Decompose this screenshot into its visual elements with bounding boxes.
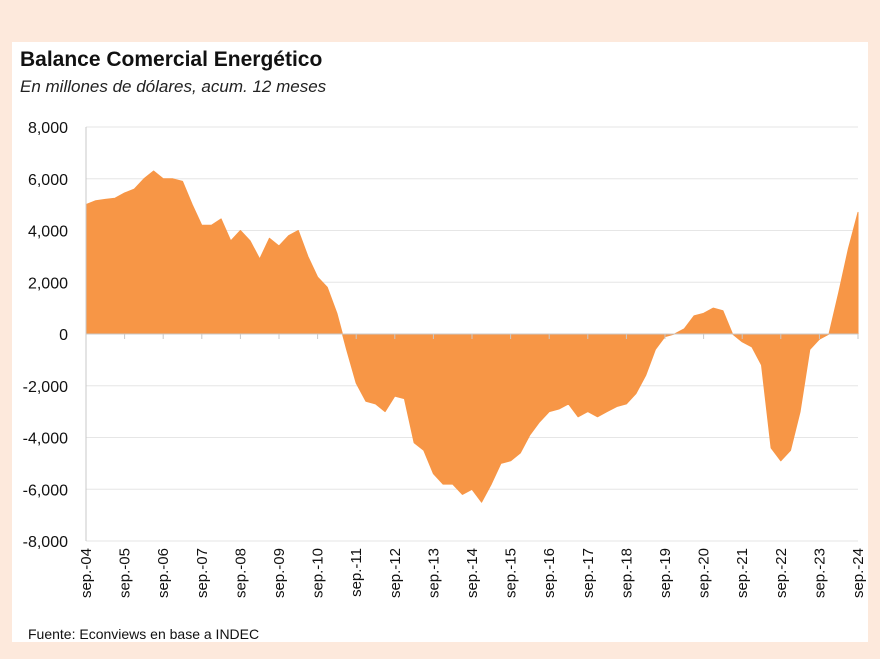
x-tick-label: sep.-13: [425, 548, 442, 598]
y-tick-label: -8,000: [23, 534, 68, 551]
y-tick-label: -6,000: [23, 482, 68, 499]
y-tick-label: 8,000: [28, 120, 68, 137]
x-tick-label: sep.-12: [387, 548, 404, 598]
x-tick-label: sep.-10: [310, 548, 327, 598]
x-tick-label: sep.-11: [348, 548, 365, 597]
x-tick-label: sep.-04: [78, 548, 95, 598]
x-tick-label: sep.-17: [580, 548, 597, 598]
x-tick-label: sep.-09: [271, 548, 288, 598]
y-tick-label: -4,000: [23, 431, 68, 448]
x-tick-label: sep.-21: [734, 548, 751, 598]
chart-title: Balance Comercial Energético: [20, 48, 323, 71]
x-tick-label: sep.-20: [696, 548, 713, 598]
x-tick-label: sep.-15: [503, 548, 520, 598]
x-tick-label: sep.-16: [541, 548, 558, 598]
source-note: Fuente: Econviews en base a INDEC: [28, 626, 260, 642]
y-tick-label: 6,000: [28, 172, 68, 189]
x-tick-label: sep.-18: [618, 548, 635, 598]
x-tick-label: sep.-08: [232, 548, 249, 598]
x-tick-label: sep.-24: [850, 548, 867, 598]
x-tick-label: sep.-07: [194, 548, 211, 598]
x-tick-label: sep.-23: [811, 548, 828, 598]
x-tick-label: sep.-22: [773, 548, 790, 598]
y-tick-label: 4,000: [28, 224, 68, 241]
chart-subtitle: En millones de dólares, acum. 12 meses: [20, 77, 327, 96]
x-tick-label: sep.-14: [464, 548, 481, 598]
x-tick-label: sep.-19: [657, 548, 674, 598]
y-tick-label: -2,000: [23, 379, 68, 396]
x-tick-label: sep.-05: [117, 548, 134, 598]
y-tick-label: 0: [59, 327, 68, 344]
y-tick-label: 2,000: [28, 275, 68, 292]
x-tick-label: sep.-06: [155, 548, 172, 598]
